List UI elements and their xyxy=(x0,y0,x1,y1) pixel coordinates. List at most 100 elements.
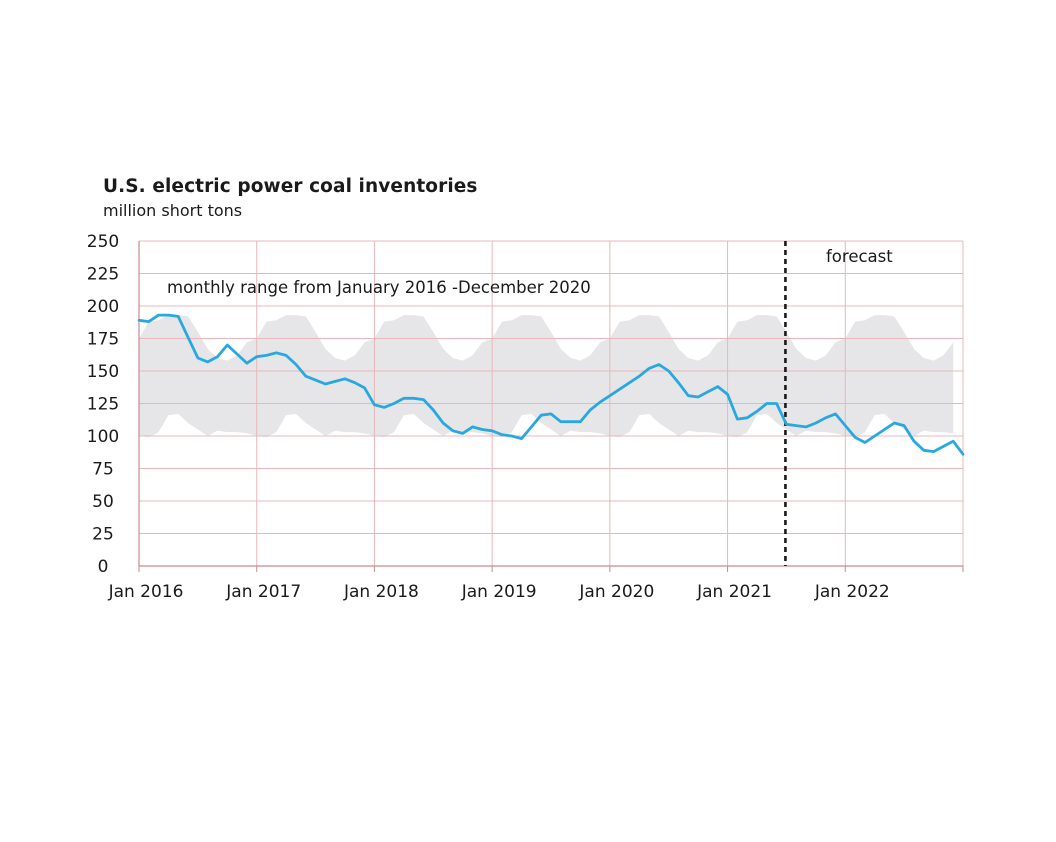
range-band-layer xyxy=(139,315,954,438)
data-point-46 xyxy=(589,409,591,411)
data-point-76 xyxy=(883,428,886,431)
data-point-64 xyxy=(766,402,768,405)
data-point-38 xyxy=(511,435,513,437)
data-point-40 xyxy=(530,426,533,428)
data-point-51 xyxy=(638,375,641,378)
data-point-84 xyxy=(962,453,964,456)
data-point-67 xyxy=(795,424,797,427)
data-point-56 xyxy=(687,394,690,397)
data-point-77 xyxy=(893,422,896,424)
range-band-year-2018 xyxy=(374,315,493,438)
data-point-45 xyxy=(579,420,582,423)
data-point-81 xyxy=(932,450,935,453)
data-point-57 xyxy=(697,396,699,398)
x-tick-label-jan-2016: Jan 2016 xyxy=(108,582,184,602)
data-point-61 xyxy=(736,418,739,420)
data-point-18 xyxy=(314,379,317,381)
range-band-annotation: monthly range from January 2016 -Decembe… xyxy=(167,278,591,297)
data-point-33 xyxy=(461,432,464,435)
data-point-66 xyxy=(785,423,788,426)
range-band-year-2022 xyxy=(845,315,954,438)
data-point-42 xyxy=(550,413,552,415)
data-point-27 xyxy=(403,397,405,400)
data-point-31 xyxy=(442,422,444,424)
data-point-30 xyxy=(432,409,435,411)
data-point-8 xyxy=(216,355,219,358)
data-point-75 xyxy=(873,435,876,437)
data-point-62 xyxy=(746,417,748,419)
range-band-year-2020 xyxy=(609,315,728,438)
data-point-60 xyxy=(726,393,729,396)
tick-label-layer: 0 25 50 75 100 125 150 175 200 225 250 Jan 2016 Jan … xyxy=(87,232,890,602)
data-point-36 xyxy=(491,430,493,432)
y-tick-label-250: 250 xyxy=(87,232,119,252)
data-point-10 xyxy=(236,353,238,355)
chart-title: U.S. electric power coal inventories xyxy=(103,176,478,197)
data-point-14 xyxy=(275,352,278,354)
data-point-72 xyxy=(844,424,847,427)
data-point-20 xyxy=(334,380,337,383)
data-point-78 xyxy=(903,424,905,427)
data-point-68 xyxy=(805,426,807,428)
data-point-34 xyxy=(471,426,474,428)
data-point-41 xyxy=(540,414,542,417)
y-tick-label-75: 75 xyxy=(92,460,114,480)
data-point-79 xyxy=(913,440,915,443)
data-point-63 xyxy=(756,410,758,413)
y-tick-label-125: 125 xyxy=(87,395,119,415)
data-point-70 xyxy=(824,417,827,419)
data-point-15 xyxy=(285,354,287,357)
data-point-23 xyxy=(363,387,366,389)
range-band-year-2019 xyxy=(492,315,610,438)
y-tick-label-175: 175 xyxy=(87,330,119,350)
data-point-26 xyxy=(393,402,395,405)
x-tick-label-jan-2017: Jan 2017 xyxy=(225,582,301,602)
data-point-5 xyxy=(187,336,189,339)
data-point-2 xyxy=(157,314,160,316)
x-tick-label-jan-2018: Jan 2018 xyxy=(343,582,419,602)
chart-subtitle: million short tons xyxy=(103,201,243,220)
y-tick-label-100: 100 xyxy=(87,427,119,447)
series-layer xyxy=(137,313,965,456)
data-point-3 xyxy=(167,314,170,316)
x-tick-label-jan-2019: Jan 2019 xyxy=(461,582,537,602)
data-point-83 xyxy=(952,440,954,443)
data-point-9 xyxy=(226,344,229,346)
data-point-37 xyxy=(501,433,503,436)
x-tick-label-jan-2021: Jan 2021 xyxy=(696,582,772,602)
data-point-65 xyxy=(775,402,778,405)
data-point-0 xyxy=(138,319,140,322)
data-point-55 xyxy=(677,381,680,384)
data-point-47 xyxy=(599,401,601,404)
data-point-21 xyxy=(344,378,346,380)
range-band-year-2017 xyxy=(256,315,375,438)
data-point-58 xyxy=(707,391,709,393)
y-tick-label-0: 0 xyxy=(98,557,109,577)
data-point-11 xyxy=(246,362,248,365)
data-point-52 xyxy=(648,367,650,370)
grid-layer xyxy=(138,240,964,572)
range-band-year-2016 xyxy=(139,315,257,438)
data-point-24 xyxy=(373,404,376,406)
data-point-29 xyxy=(422,398,425,401)
data-point-43 xyxy=(560,420,562,423)
data-point-80 xyxy=(923,449,925,452)
annotation-layer: monthly range from January 2016 -Decembe… xyxy=(167,247,893,297)
data-point-1 xyxy=(148,320,150,323)
data-point-16 xyxy=(295,363,297,366)
data-point-28 xyxy=(412,397,415,400)
y-tick-label-225: 225 xyxy=(87,265,119,285)
data-point-53 xyxy=(658,363,660,366)
data-point-39 xyxy=(520,437,523,440)
data-point-32 xyxy=(452,430,454,432)
data-point-59 xyxy=(717,385,719,388)
y-tick-label-50: 50 xyxy=(92,492,114,512)
data-point-19 xyxy=(324,383,327,385)
data-point-82 xyxy=(942,445,945,448)
forecast-annotation: forecast xyxy=(826,247,893,266)
data-point-74 xyxy=(864,441,866,444)
data-point-73 xyxy=(854,436,856,439)
data-point-35 xyxy=(481,428,484,431)
data-point-48 xyxy=(609,394,611,397)
data-point-49 xyxy=(618,388,621,391)
